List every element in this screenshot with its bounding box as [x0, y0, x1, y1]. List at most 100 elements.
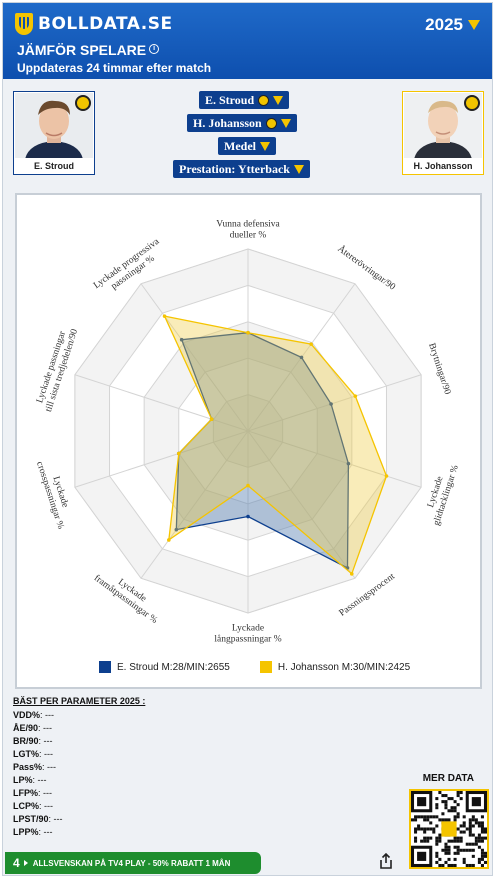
qr-module [438, 839, 442, 843]
qr-module [441, 800, 445, 804]
qr-module [456, 791, 460, 795]
logo[interactable]: BOLLDATA.SE [15, 13, 173, 35]
qr-module [453, 809, 457, 813]
grid-spoke [247, 374, 422, 432]
qr-module [435, 815, 439, 819]
qr-module [459, 836, 463, 840]
qr-module [477, 821, 481, 825]
qr-module [483, 854, 487, 858]
metric-selector[interactable]: Medel [218, 137, 276, 155]
qr-module [447, 857, 451, 861]
qr-module [468, 824, 472, 828]
qr-module [447, 845, 451, 849]
qr-module [474, 821, 478, 825]
club-badge-icon [265, 117, 277, 129]
stat-value: : --- [38, 827, 53, 837]
qr-module [447, 818, 451, 822]
stat-row: VDD%: --- [13, 709, 145, 722]
qr-module [459, 797, 463, 801]
stat-label: VDD% [13, 710, 41, 720]
performance-selector[interactable]: Prestation: Ytterback [173, 160, 310, 178]
radar-point [174, 527, 179, 532]
radar-chart-panel: Vunna defensiva dueller % Återerövringar/9… [15, 193, 482, 689]
best-per-parameter-list: BÄST PER PARAMETER 2025 : VDD%: --- ÅE/90… [13, 695, 145, 839]
stat-row: BR/90: --- [13, 735, 145, 748]
qr-module [441, 863, 445, 867]
qr-module [462, 830, 466, 834]
qr-module [465, 848, 469, 852]
qr-module [429, 836, 433, 840]
qr-module [435, 797, 439, 801]
player2-selector[interactable]: H. Johansson [187, 114, 297, 132]
qr-module [471, 842, 475, 846]
qr-module [423, 836, 427, 840]
info-icon[interactable]: i [149, 44, 160, 54]
qr-module [450, 809, 454, 813]
qr-module [471, 833, 475, 837]
radar-point [176, 451, 181, 456]
qr-module [468, 848, 472, 852]
club-badge-icon [464, 95, 480, 111]
qr-module [453, 818, 457, 822]
qr-module [414, 830, 418, 834]
qr-module [474, 839, 478, 843]
axis-label-line: långpassningar % [214, 634, 281, 645]
radar-point [384, 474, 389, 478]
qr-module [456, 827, 460, 831]
qr-module [420, 839, 424, 843]
qr-module [435, 851, 439, 855]
qr-module [468, 842, 472, 846]
qr-module [438, 833, 442, 837]
stat-label: LFP% [13, 788, 39, 798]
qr-module [417, 815, 421, 819]
year-selector[interactable]: 2025 [425, 15, 480, 35]
qr-module [477, 833, 481, 837]
radar-point [179, 337, 184, 342]
share-icon[interactable] [379, 853, 393, 869]
qr-code[interactable] [409, 789, 489, 869]
qr-module [432, 815, 436, 819]
qr-module [447, 797, 451, 801]
qr-module [480, 863, 484, 867]
promo-banner[interactable]: 4 ALLSVENSKAN PÅ TV4 PLAY - 50% RABATT 1… [5, 852, 261, 874]
player1-selector-label: E. Stroud [205, 92, 255, 107]
qr-module [447, 839, 451, 843]
stat-label: LPST/90 [13, 814, 49, 824]
qr-module [462, 860, 466, 864]
player1-selector[interactable]: E. Stroud [199, 91, 290, 109]
qr-module [471, 815, 475, 819]
qr-module [429, 827, 433, 831]
qr-module [444, 842, 448, 846]
qr-module [480, 854, 484, 858]
dropdown-arrow-icon [260, 141, 270, 151]
radar-point [346, 461, 351, 466]
player2-selector-label: H. Johansson [193, 115, 262, 130]
stat-label: LGT% [13, 749, 39, 759]
qr-module [453, 863, 457, 867]
qr-module [441, 818, 445, 822]
radar-point [209, 417, 214, 421]
qr-module [483, 860, 487, 864]
qr-module [477, 860, 481, 864]
qr-module [480, 839, 484, 843]
qr-module [435, 854, 439, 858]
qr-module [426, 836, 430, 840]
qr-module [459, 791, 463, 795]
qr-module [417, 827, 421, 831]
qr-module [456, 794, 460, 798]
legend-label-player2: H. Johansson M:30/MIN:2425 [277, 661, 411, 673]
radar-point [246, 483, 250, 488]
qr-module [480, 830, 484, 834]
qr-module [450, 839, 454, 843]
dropdown-arrow-icon [293, 164, 304, 174]
year-label: 2025 [425, 15, 463, 34]
qr-module [462, 821, 466, 825]
qr-module [480, 821, 484, 825]
legend-item-player2: H. Johansson M:30/MIN:2425 [259, 661, 411, 673]
qr-module [477, 857, 481, 861]
qr-module [480, 824, 484, 828]
qr-module [447, 809, 451, 813]
